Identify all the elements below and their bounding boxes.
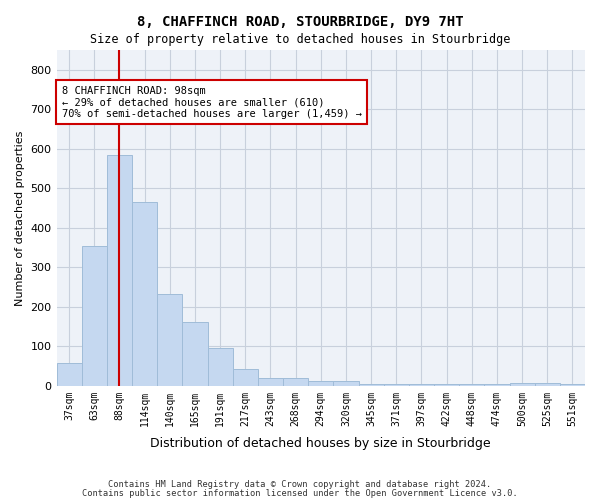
Y-axis label: Number of detached properties: Number of detached properties bbox=[15, 130, 25, 306]
Bar bbox=[56, 364, 82, 386]
Bar bbox=[283, 378, 308, 386]
Bar bbox=[359, 384, 383, 386]
Bar bbox=[308, 381, 334, 386]
Text: 8 CHAFFINCH ROAD: 98sqm
← 29% of detached houses are smaller (610)
70% of semi-d: 8 CHAFFINCH ROAD: 98sqm ← 29% of detache… bbox=[62, 86, 362, 119]
Bar bbox=[484, 384, 509, 386]
Bar bbox=[208, 348, 233, 386]
Bar bbox=[132, 202, 157, 386]
Text: Contains public sector information licensed under the Open Government Licence v3: Contains public sector information licen… bbox=[82, 488, 518, 498]
Bar bbox=[560, 384, 585, 386]
Bar bbox=[459, 384, 484, 386]
Bar bbox=[434, 384, 459, 386]
Bar bbox=[182, 322, 208, 386]
Bar bbox=[258, 378, 283, 386]
Text: Contains HM Land Registry data © Crown copyright and database right 2024.: Contains HM Land Registry data © Crown c… bbox=[109, 480, 491, 489]
Bar bbox=[409, 384, 434, 386]
Bar bbox=[157, 294, 182, 386]
Text: Size of property relative to detached houses in Stourbridge: Size of property relative to detached ho… bbox=[90, 32, 510, 46]
Bar bbox=[509, 382, 535, 386]
Bar bbox=[107, 154, 132, 386]
Bar bbox=[82, 246, 107, 386]
Text: 8, CHAFFINCH ROAD, STOURBRIDGE, DY9 7HT: 8, CHAFFINCH ROAD, STOURBRIDGE, DY9 7HT bbox=[137, 15, 463, 29]
Bar bbox=[334, 381, 359, 386]
Bar bbox=[535, 382, 560, 386]
X-axis label: Distribution of detached houses by size in Stourbridge: Distribution of detached houses by size … bbox=[151, 437, 491, 450]
Bar bbox=[233, 369, 258, 386]
Bar bbox=[383, 384, 409, 386]
